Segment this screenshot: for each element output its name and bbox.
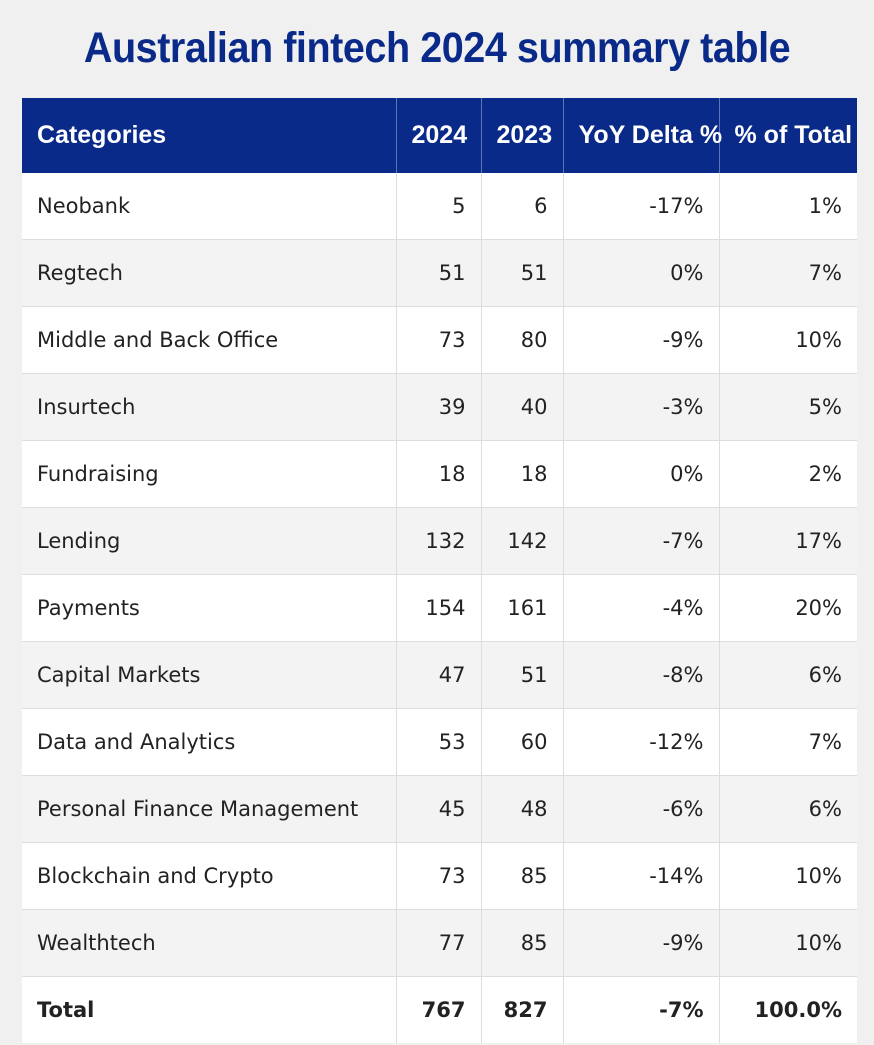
- category-cell: Wealthtech: [22, 909, 397, 977]
- table-row: Data and Analytics 53 60 -12% 7%: [22, 708, 857, 776]
- table-row: Neobank 5 6 -17% 1%: [22, 173, 857, 240]
- percent-of-total-cell: 6%: [719, 641, 857, 709]
- percent-of-total-cell: 6%: [719, 775, 857, 843]
- yoy-delta-cell: -7%: [563, 507, 720, 575]
- column-header-yoy-delta: YoY Delta %: [563, 98, 722, 173]
- percent-of-total-cell: 5%: [719, 373, 857, 441]
- table-row: Fundraising 18 18 0% 2%: [22, 440, 857, 508]
- value-2023-cell: 18: [481, 440, 564, 508]
- percent-of-total-cell: 7%: [719, 708, 857, 776]
- value-2023-cell: 142: [481, 507, 564, 575]
- page-title: Australian fintech 2024 summary table: [83, 24, 791, 72]
- value-2023-cell: 48: [481, 775, 564, 843]
- category-cell: Neobank: [22, 173, 397, 240]
- category-cell: Fundraising: [22, 440, 397, 508]
- percent-of-total-cell: 10%: [719, 306, 857, 374]
- value-2023-cell: 80: [481, 306, 564, 374]
- yoy-delta-cell: 0%: [563, 239, 720, 307]
- value-2023-cell: 51: [481, 641, 564, 709]
- yoy-delta-cell: -9%: [563, 909, 720, 977]
- value-2024-cell: 73: [396, 306, 482, 374]
- total-percent-of-total: 100.0%: [719, 976, 857, 1043]
- column-header-percent-of-total: % of Total: [719, 98, 857, 173]
- total-2024: 767: [396, 976, 482, 1043]
- value-2023-cell: 51: [481, 239, 564, 307]
- yoy-delta-cell: -14%: [563, 842, 720, 910]
- category-cell: Regtech: [22, 239, 397, 307]
- yoy-delta-cell: -12%: [563, 708, 720, 776]
- table-row: Lending 132 142 -7% 17%: [22, 507, 857, 575]
- value-2023-cell: 161: [481, 574, 564, 642]
- value-2023-cell: 60: [481, 708, 564, 776]
- category-cell: Insurtech: [22, 373, 397, 441]
- value-2024-cell: 154: [396, 574, 482, 642]
- value-2024-cell: 45: [396, 775, 482, 843]
- value-2024-cell: 5: [396, 173, 482, 240]
- yoy-delta-cell: -8%: [563, 641, 720, 709]
- value-2024-cell: 73: [396, 842, 482, 910]
- value-2024-cell: 51: [396, 239, 482, 307]
- value-2023-cell: 85: [481, 909, 564, 977]
- category-cell: Capital Markets: [22, 641, 397, 709]
- category-cell: Payments: [22, 574, 397, 642]
- category-cell: Data and Analytics: [22, 708, 397, 776]
- yoy-delta-cell: -17%: [563, 173, 720, 240]
- table-row: Wealthtech 77 85 -9% 10%: [22, 909, 857, 977]
- value-2024-cell: 18: [396, 440, 482, 508]
- table-row: Middle and Back Office 73 80 -9% 10%: [22, 306, 857, 374]
- value-2024-cell: 53: [396, 708, 482, 776]
- percent-of-total-cell: 7%: [719, 239, 857, 307]
- table-row: Regtech 51 51 0% 7%: [22, 239, 857, 307]
- table-row: Capital Markets 47 51 -8% 6%: [22, 641, 857, 709]
- column-header-2023: 2023: [481, 98, 564, 173]
- total-yoy-delta: -7%: [563, 976, 720, 1043]
- yoy-delta-cell: 0%: [563, 440, 720, 508]
- table-row: Blockchain and Crypto 73 85 -14% 10%: [22, 842, 857, 910]
- percent-of-total-cell: 20%: [719, 574, 857, 642]
- percent-of-total-cell: 10%: [719, 909, 857, 977]
- yoy-delta-cell: -3%: [563, 373, 720, 441]
- category-cell: Personal Finance Management: [22, 775, 397, 843]
- summary-table: Categories 2024 2023 YoY Delta % % of To…: [22, 98, 857, 1043]
- value-2024-cell: 47: [396, 641, 482, 709]
- header-row: Categories 2024 2023 YoY Delta % % of To…: [22, 98, 857, 173]
- table-row: Personal Finance Management 45 48 -6% 6%: [22, 775, 857, 843]
- percent-of-total-cell: 1%: [719, 173, 857, 240]
- total-2023: 827: [481, 976, 564, 1043]
- percent-of-total-cell: 17%: [719, 507, 857, 575]
- table-footer: Total 767 827 -7% 100.0%: [22, 976, 857, 1043]
- column-header-2024: 2024: [396, 98, 482, 173]
- category-cell: Middle and Back Office: [22, 306, 397, 374]
- total-label: Total: [22, 976, 397, 1043]
- yoy-delta-cell: -6%: [563, 775, 720, 843]
- percent-of-total-cell: 2%: [719, 440, 857, 508]
- value-2024-cell: 132: [396, 507, 482, 575]
- yoy-delta-cell: -9%: [563, 306, 720, 374]
- value-2023-cell: 6: [481, 173, 564, 240]
- percent-of-total-cell: 10%: [719, 842, 857, 910]
- category-cell: Lending: [22, 507, 397, 575]
- column-header-categories: Categories: [22, 98, 397, 173]
- total-row: Total 767 827 -7% 100.0%: [22, 976, 857, 1043]
- category-cell: Blockchain and Crypto: [22, 842, 397, 910]
- value-2024-cell: 39: [396, 373, 482, 441]
- value-2023-cell: 40: [481, 373, 564, 441]
- yoy-delta-cell: -4%: [563, 574, 720, 642]
- value-2023-cell: 85: [481, 842, 564, 910]
- table-row: Payments 154 161 -4% 20%: [22, 574, 857, 642]
- value-2024-cell: 77: [396, 909, 482, 977]
- table-body: Neobank 5 6 -17% 1% Regtech 51 51 0% 7% Middle and…: [22, 173, 857, 977]
- table-header: Categories 2024 2023 YoY Delta % % of To…: [22, 98, 857, 173]
- table-row: Insurtech 39 40 -3% 5%: [22, 373, 857, 441]
